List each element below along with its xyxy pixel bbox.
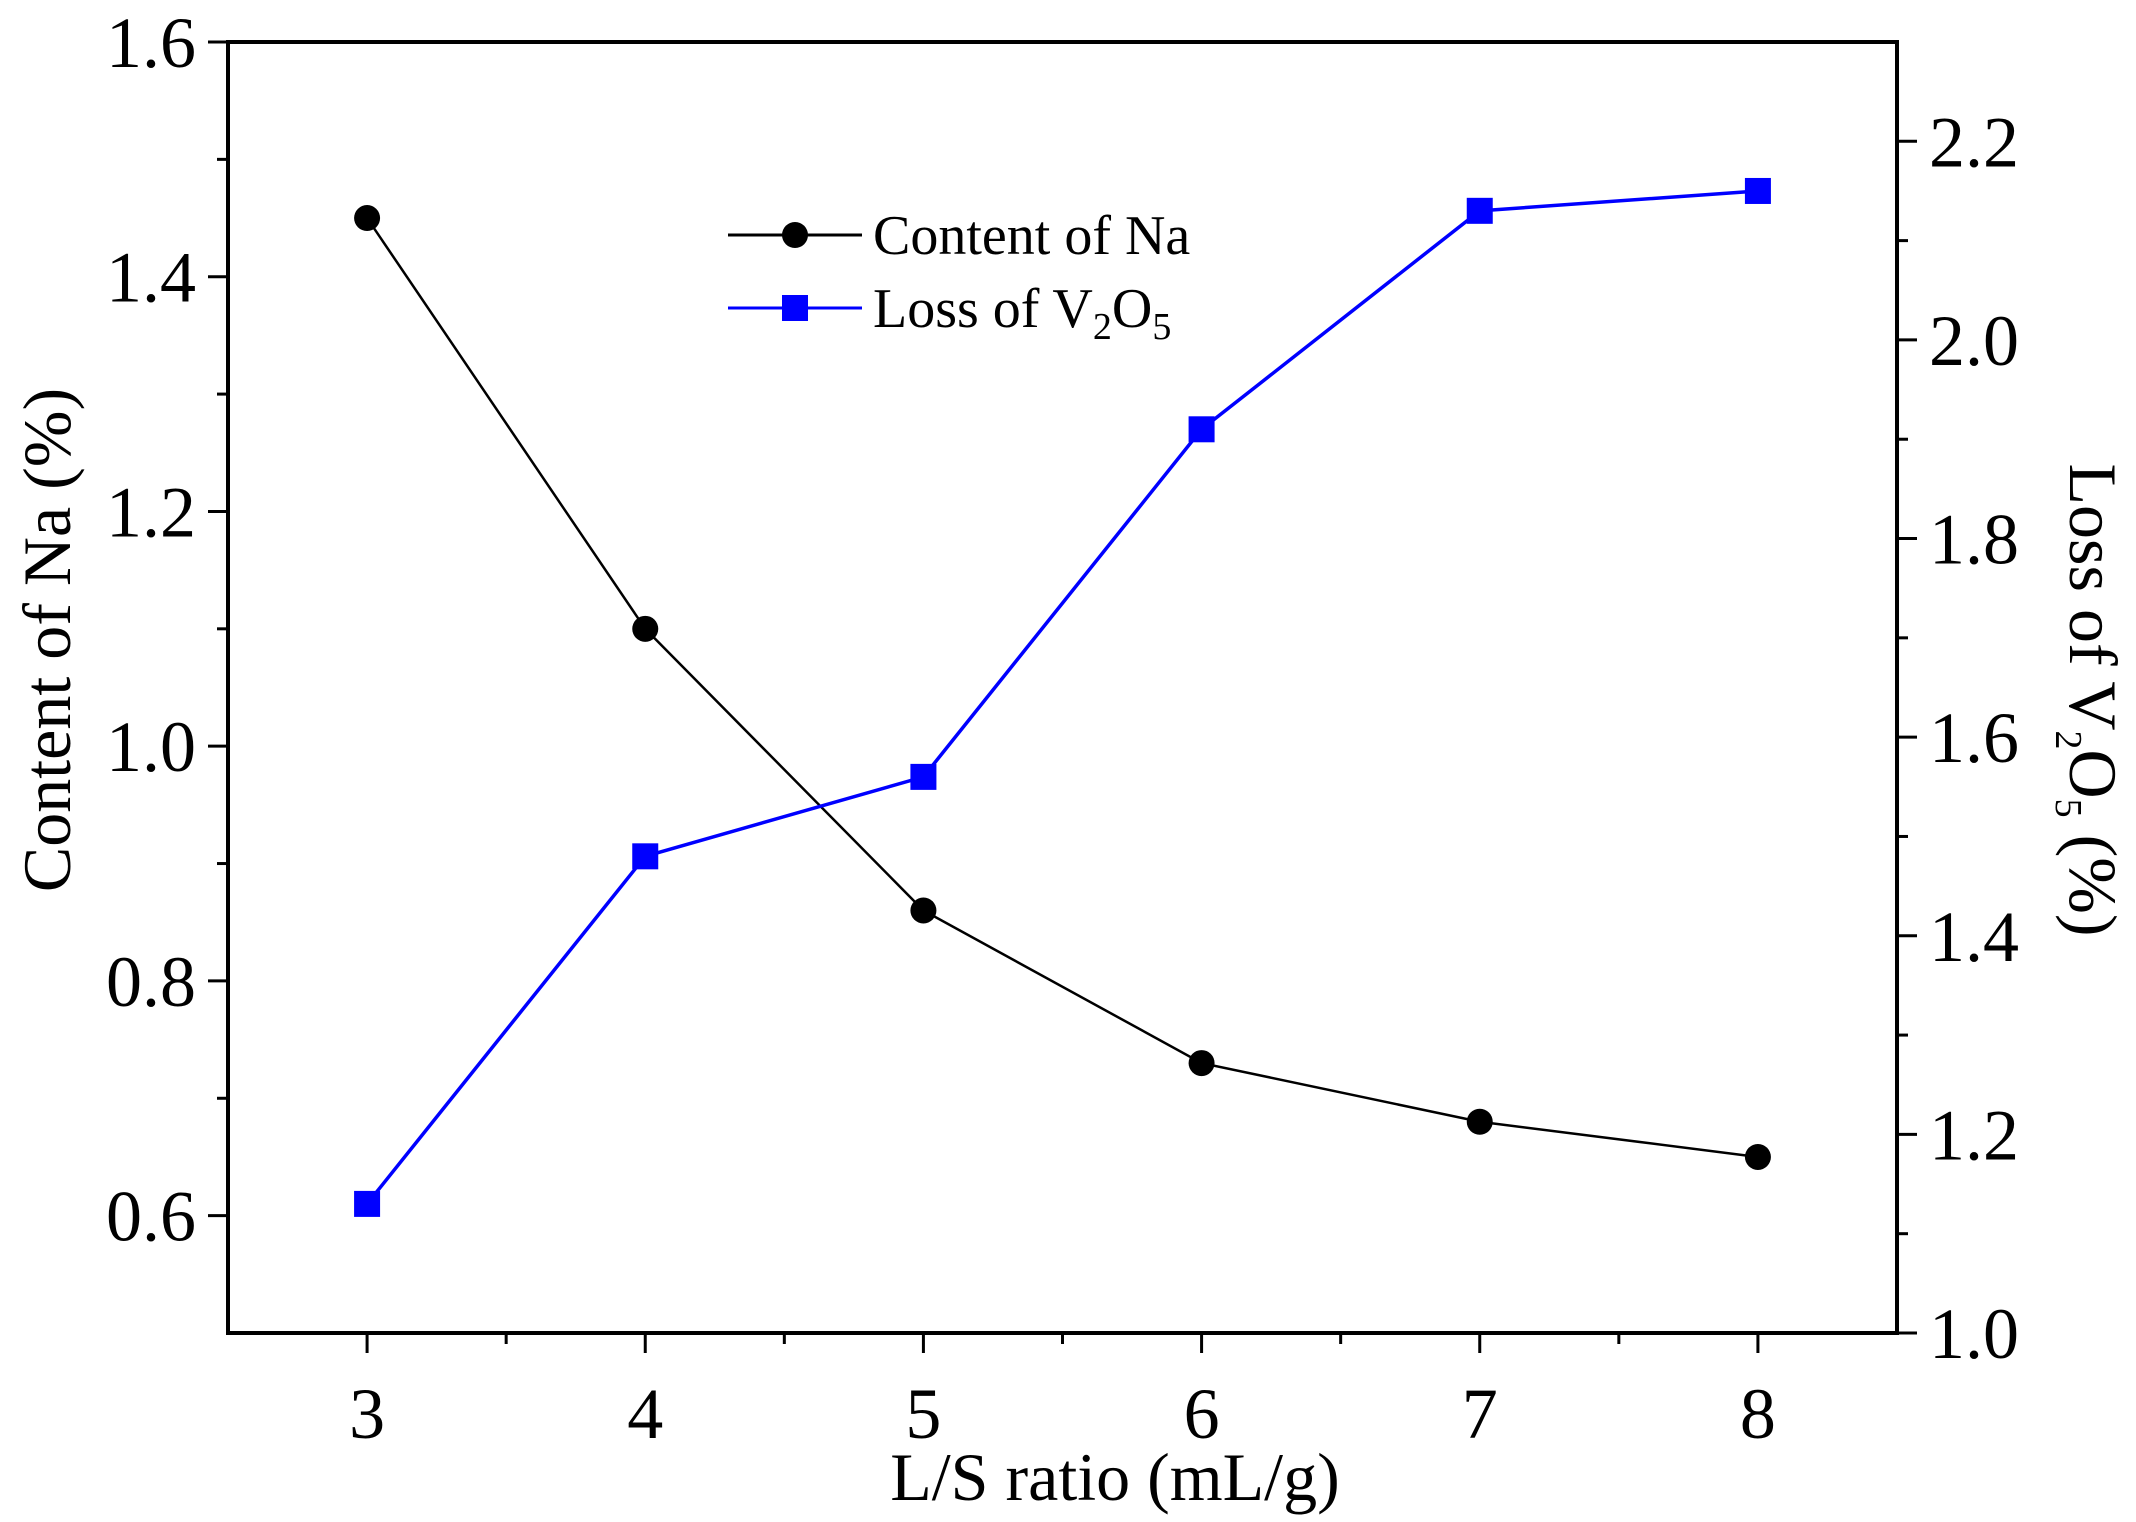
legend-v2o5-prefix: Loss of V xyxy=(873,278,1093,340)
series-0-point-7 xyxy=(1466,1108,1493,1135)
x-tick-label-5: 5 xyxy=(905,1374,941,1454)
x-tick-label-3: 3 xyxy=(349,1374,385,1454)
series-0-point-3 xyxy=(354,205,381,232)
series-lines xyxy=(365,189,1759,1205)
legend-na-marker xyxy=(782,222,808,248)
y-axis-right-title-suffix: (%) xyxy=(2055,818,2131,937)
y-left-tick-label-1.6: 1.6 xyxy=(106,3,196,83)
legend-v2o5-label: Loss of V2O5 xyxy=(873,278,1171,348)
series-1-point-3 xyxy=(354,1190,381,1217)
y-axis-right-title: Loss of V2O5 (%) xyxy=(2047,463,2131,936)
y-left-tick-label-1.0: 1.0 xyxy=(106,707,196,787)
x-tick-label-7: 7 xyxy=(1462,1374,1498,1454)
x-tick-label-8: 8 xyxy=(1740,1374,1776,1454)
legend-v2o5-sub2: 5 xyxy=(1152,306,1171,348)
y-left-tick-label-0.6: 0.6 xyxy=(106,1177,196,1257)
y-left-tick-label-1.2: 1.2 xyxy=(106,472,196,552)
y-right-tick-label-2.2: 2.2 xyxy=(1929,102,2019,182)
x-axis-title: L/S ratio (mL/g) xyxy=(890,1439,1339,1515)
y-right-tick-label-2.0: 2.0 xyxy=(1929,301,2019,381)
series-1-point-8 xyxy=(1744,177,1771,204)
axes: 3 4 5 6 7 8 0.6 0.8 1.0 1.2 1.4 1.6 1.0 1.2 1.4 1.6 1.8 2… xyxy=(106,3,2019,1454)
series-markers xyxy=(354,177,1771,1217)
series-line-1 xyxy=(365,189,1759,1205)
y-axis-right-title-prefix: Loss of V xyxy=(2055,463,2131,730)
series-1-point-5 xyxy=(910,763,937,790)
legend-v2o5-marker xyxy=(782,295,808,321)
y-right-tick-label-1.2: 1.2 xyxy=(1929,1095,2019,1175)
y-axis-right-title-sub1: 2 xyxy=(2047,730,2089,749)
legend-v2o5-mid: O xyxy=(1112,278,1152,340)
series-0-point-8 xyxy=(1744,1143,1771,1170)
y-axis-left-title: Content of Na (%) xyxy=(9,388,85,892)
y-right-tick-label-1.8: 1.8 xyxy=(1929,500,2019,580)
y-left-tick-label-0.8: 0.8 xyxy=(106,942,196,1022)
series-0-point-4 xyxy=(632,615,659,642)
y-right-tick-label-1.0: 1.0 xyxy=(1929,1294,2019,1374)
legend: Content of Na Loss of V2O5 xyxy=(728,205,1190,348)
series-1-point-7 xyxy=(1466,197,1493,224)
y-axis-right-title-sub2: 5 xyxy=(2047,799,2089,818)
y-right-tick-label-1.4: 1.4 xyxy=(1929,897,2019,977)
legend-na-label: Content of Na xyxy=(873,205,1190,267)
series-1-point-4 xyxy=(632,843,659,870)
x-tick-label-4: 4 xyxy=(627,1374,663,1454)
series-line-0 xyxy=(366,217,1759,1159)
y-right-tick-label-1.6: 1.6 xyxy=(1929,698,2019,778)
y-axis-right-title-mid: O xyxy=(2055,749,2131,798)
series-0-point-5 xyxy=(910,897,937,924)
series-0-point-6 xyxy=(1188,1050,1215,1077)
x-tick-label-6: 6 xyxy=(1184,1374,1220,1454)
legend-v2o5-sub1: 2 xyxy=(1093,306,1112,348)
y-left-tick-label-1.4: 1.4 xyxy=(106,238,196,318)
series-1-point-6 xyxy=(1188,416,1215,443)
